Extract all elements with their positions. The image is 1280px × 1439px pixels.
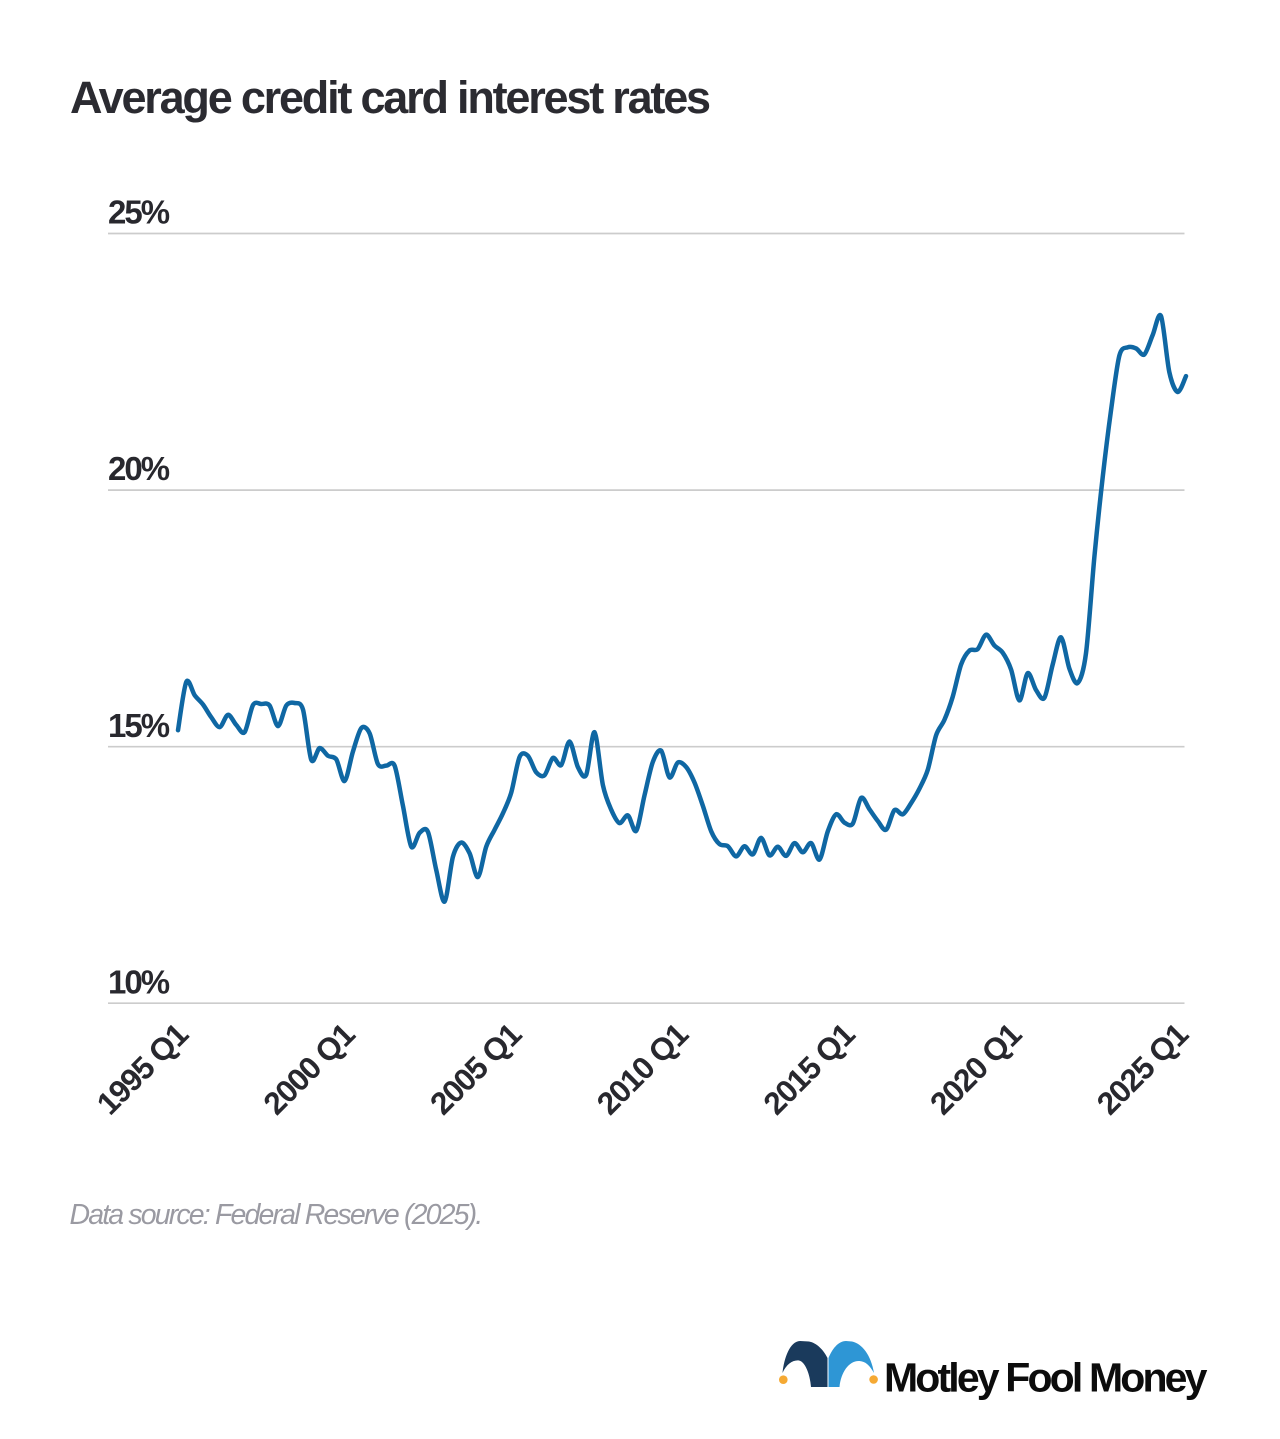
svg-text:25%: 25% bbox=[108, 194, 170, 231]
svg-text:10%: 10% bbox=[108, 963, 170, 1000]
svg-text:Motley Fool Money: Motley Fool Money bbox=[884, 1355, 1208, 1401]
svg-text:15%: 15% bbox=[108, 707, 170, 744]
svg-text:Average credit card interest r: Average credit card interest rates bbox=[70, 72, 710, 123]
svg-text:20%: 20% bbox=[108, 450, 170, 487]
svg-text:Data source: Federal Reserve (: Data source: Federal Reserve (2025). bbox=[70, 1199, 482, 1231]
